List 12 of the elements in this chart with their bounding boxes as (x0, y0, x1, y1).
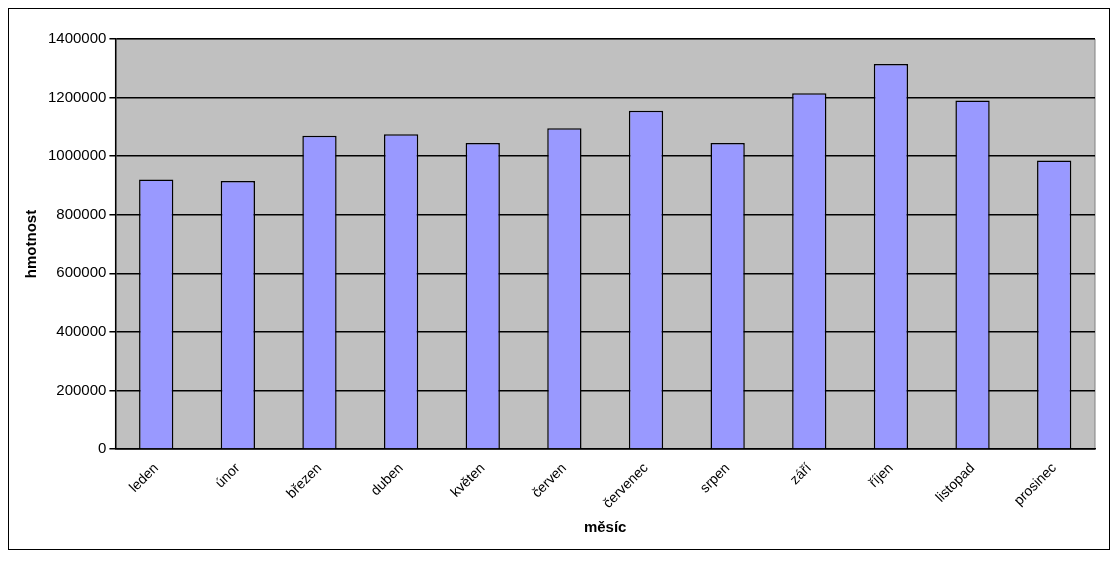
y-tick-label: 0 (98, 439, 107, 457)
y-tick-label: 200000 (56, 380, 107, 398)
y-tick-label: 600000 (56, 263, 107, 281)
y-tick-label: 1400000 (47, 29, 107, 47)
x-tick-label: říjen (865, 459, 896, 490)
y-tick-label: 800000 (56, 204, 107, 222)
y-tick-label: 1200000 (47, 87, 107, 105)
y-tick-label: 400000 (56, 321, 107, 339)
y-tick-label: 1000000 (47, 146, 107, 164)
x-tick-label: únor (211, 459, 243, 491)
x-axis-title: měsíc (583, 518, 627, 536)
y-axis-title: hmotnost (22, 209, 40, 279)
